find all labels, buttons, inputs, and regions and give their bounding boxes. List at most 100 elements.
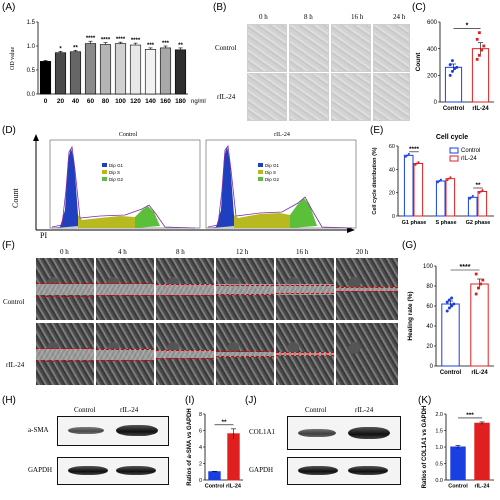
chart-a-xtick-5: 100 bbox=[115, 98, 126, 105]
blot-h-gapdh-band-control bbox=[68, 466, 108, 475]
chart-e-ytick-label-2: 40 bbox=[389, 167, 395, 173]
chart-g-ytick-label-4: 80 bbox=[426, 284, 433, 290]
chart-a-ylabel: OD value bbox=[10, 47, 16, 70]
wound-ril24-8h bbox=[156, 323, 214, 385]
micrograph-ril24-0h bbox=[247, 73, 287, 121]
chart-g-bar-ril-24 bbox=[470, 283, 489, 367]
chart-e-bar-g1-1 bbox=[413, 163, 424, 217]
chart-a-bar-20 bbox=[54, 52, 67, 95]
panel-b-time-3: 24 h bbox=[393, 13, 406, 21]
blot-h-gapdh-membrane bbox=[57, 457, 169, 485]
wound-control-16h bbox=[276, 258, 334, 320]
chart-c-point-0-2 bbox=[453, 67, 457, 71]
blot-j-col1a1-membrane bbox=[287, 416, 401, 450]
chart-i-sig: ** bbox=[221, 419, 227, 426]
chart-c-point-1-2 bbox=[480, 48, 483, 52]
chart-e-bar-g2-0 bbox=[467, 196, 478, 217]
chart-a-bar-100 bbox=[114, 43, 127, 95]
chart-a-bar-180 bbox=[174, 49, 187, 95]
chart-i-ytick-label-4: 8 bbox=[199, 412, 202, 418]
chart-g-xtick-0: Control bbox=[440, 370, 462, 376]
chart-g-ytick-label-5: 100 bbox=[423, 264, 434, 270]
blot-j-row-gapdh: GAPDH bbox=[249, 466, 274, 474]
chart-k-ytick-label-4: 2.0 bbox=[435, 412, 443, 418]
chart-e-bar-s-1 bbox=[445, 178, 456, 217]
chart-i-xtick-0: Control bbox=[205, 484, 225, 490]
chart-k-ytick-label-3: 1.5 bbox=[435, 428, 443, 434]
chart-g-ytick-label-3: 60 bbox=[426, 304, 433, 310]
blot-j-gapdh-band-ril24 bbox=[348, 466, 388, 475]
legend-text-g1-control: Dip G1 bbox=[109, 163, 124, 168]
histogram-g2-peak-control bbox=[135, 206, 160, 228]
panel-f-time-4: 16 h bbox=[296, 248, 309, 256]
chart-e-point-1-1-0 bbox=[446, 179, 449, 182]
chart-a-xtick-7: 140 bbox=[145, 98, 156, 105]
chart-i-ytick-label-1: 2 bbox=[199, 461, 202, 467]
panel-b-time-2: 16 h bbox=[351, 13, 364, 21]
blot-j-gapdh-band-control bbox=[298, 466, 338, 475]
histogram-s-phase-ril24 bbox=[234, 213, 296, 228]
chart-g-point-1-4 bbox=[474, 272, 478, 276]
legend-swatch-g2-control bbox=[102, 177, 107, 181]
panel-f-time-5: 20 h bbox=[356, 248, 369, 256]
chart-e-point-0-1-0 bbox=[414, 163, 417, 166]
chart-g-point-0-4 bbox=[445, 300, 449, 304]
chart-c-bar-control bbox=[444, 66, 463, 103]
chart-k-bar-ril-24 bbox=[474, 422, 490, 481]
chart-e-point-1-0-0 bbox=[436, 181, 439, 184]
micrograph-control-0h bbox=[247, 24, 287, 72]
chart-a-sig-5: **** bbox=[116, 37, 126, 43]
chart-a-od-value: 0.0 0.5 1.0 1.5 OD value 0 * 20 ** 40 **** 60 **** 80… bbox=[10, 20, 206, 105]
chart-g-xtick-1: rIL-24 bbox=[471, 370, 488, 376]
chart-g-bar-control bbox=[441, 303, 460, 367]
panel-b-time-1: 8 h bbox=[304, 13, 313, 21]
chart-c-point-0-1 bbox=[450, 69, 454, 73]
chart-a-sig-9: ** bbox=[178, 43, 183, 49]
panel-h-western-blot: Control rIL-24 a-SMA GAPDH bbox=[0, 402, 180, 500]
chart-i-ytick-label-0: 0 bbox=[199, 478, 202, 484]
legend-text-s-control: Dip S bbox=[109, 170, 120, 175]
chart-c-count: 0 200 400 600 Count Control rIL-24 * bbox=[415, 20, 494, 112]
chart-a-bar-160 bbox=[159, 47, 172, 95]
chart-a-sig-6: **** bbox=[131, 38, 141, 44]
chart-a-sig-8: *** bbox=[162, 41, 170, 47]
chart-g-point-1-1 bbox=[477, 286, 480, 290]
chart-g-point-1-0 bbox=[474, 292, 478, 296]
panel-label-h: (H) bbox=[2, 395, 16, 406]
chart-e-point-2-1-0 bbox=[478, 191, 481, 194]
panel-f-time-0: 0 h bbox=[60, 248, 69, 256]
chart-c-xtick-0: Control bbox=[443, 106, 465, 112]
chart-c-point-1-5 bbox=[478, 31, 481, 35]
panel-f-row-control: Control bbox=[3, 298, 25, 306]
blot-h-col-control: Control bbox=[74, 406, 96, 414]
chart-e-bar-g1-0 bbox=[403, 154, 414, 217]
histogram-fit-line-control bbox=[51, 145, 196, 229]
chart-a-sig-1: * bbox=[59, 46, 62, 52]
chart-e-sig-2: ** bbox=[475, 182, 481, 189]
chart-e-point-0-0-2 bbox=[407, 152, 410, 155]
chart-k-bar-control bbox=[450, 446, 466, 481]
panel-b-micrographs: 0 h 8 h 16 h 24 h Control rIL-24 bbox=[213, 10, 410, 121]
chart-a-xtick-6: 120 bbox=[130, 98, 141, 105]
histogram-g2-peak-ril24 bbox=[290, 198, 317, 228]
micrograph-control-24h bbox=[373, 24, 410, 72]
chart-e-legend-label-0: Control bbox=[461, 148, 480, 154]
chart-a-bar-140 bbox=[144, 49, 157, 95]
chart-k-xtick-0: Control bbox=[448, 484, 468, 490]
panel-d-histograms: Control rIL-24 Count PI Dip G1 Dip S Dip… bbox=[11, 132, 357, 240]
panel-label-f: (F) bbox=[2, 240, 15, 251]
chart-i-bar-ril-24 bbox=[227, 433, 240, 481]
chart-i-asma-ratio: 0 2 4 6 8 Ratios of a-SMA vs GAPDH Control rIL-… bbox=[187, 408, 243, 490]
chart-e-point-2-0-0 bbox=[468, 197, 471, 200]
chart-a-xtick-8: 160 bbox=[160, 98, 171, 105]
panel-f-wound-healing: 0 h 4 h 8 h 12 h 16 h 20 h Control rIL-2… bbox=[0, 248, 400, 388]
panel-f-time-1: 4 h bbox=[118, 248, 127, 256]
chart-a-sig-2: ** bbox=[73, 45, 78, 51]
panel-label-e: (E) bbox=[370, 125, 384, 136]
chart-c-ytick-label-1: 200 bbox=[427, 73, 438, 79]
chart-c-xtick-1: rIL-24 bbox=[472, 106, 489, 112]
chart-c-point-1-1 bbox=[478, 53, 481, 57]
chart-e-point-1-1-1 bbox=[448, 177, 450, 180]
chart-e-ylabel: Cell cycle distribution (%) bbox=[372, 147, 378, 214]
histogram-fit-line-ril24 bbox=[207, 144, 353, 229]
